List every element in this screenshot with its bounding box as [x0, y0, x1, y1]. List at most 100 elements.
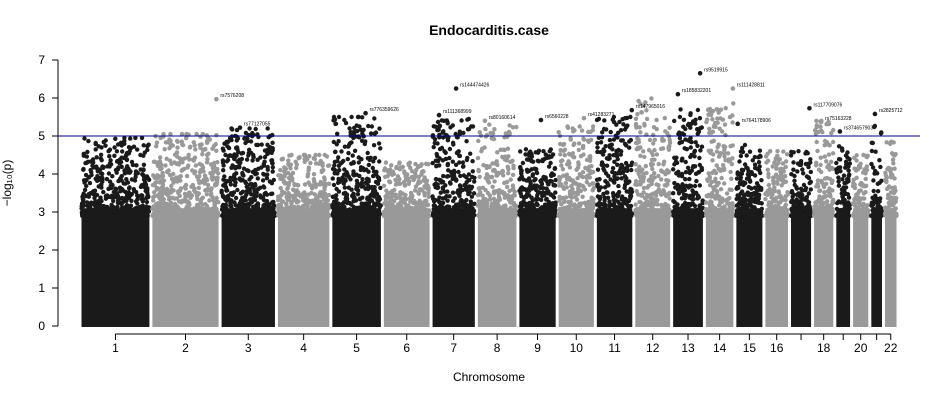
- snp-point: [372, 193, 377, 198]
- snp-point: [249, 197, 254, 202]
- snp-point: [262, 185, 267, 190]
- snp-point: [563, 180, 569, 186]
- snp-point: [398, 200, 403, 205]
- snp-point: [168, 200, 174, 205]
- snp-point: [133, 169, 139, 174]
- snp-point: [200, 152, 205, 157]
- x-tick-label: 12: [646, 341, 660, 355]
- snp-point: [258, 195, 263, 200]
- x-tick-label: 13: [681, 341, 695, 355]
- snp-point: [150, 182, 156, 188]
- snp-point: [247, 126, 252, 131]
- y-tick-label: 2: [38, 243, 45, 257]
- snp-point: [398, 190, 403, 195]
- snp-point: [82, 180, 87, 185]
- snp-point: [167, 172, 173, 178]
- snp-point: [170, 195, 175, 200]
- snp-point: [635, 136, 640, 141]
- snp-point: [322, 177, 327, 182]
- snp-point: [352, 148, 358, 153]
- snp-point: [156, 160, 161, 165]
- snp-point: [111, 198, 116, 204]
- snp-point: [122, 141, 127, 146]
- snp-point: [204, 203, 210, 209]
- snp-point: [346, 174, 352, 179]
- snp-point: [508, 198, 514, 203]
- snp-point: [216, 171, 221, 176]
- snp-point: [482, 204, 487, 209]
- snp-point: [84, 160, 89, 165]
- snp-point: [365, 156, 371, 161]
- snp-point: [310, 213, 315, 218]
- snp-point: [366, 186, 371, 192]
- snp-point: [443, 150, 448, 155]
- snp-point: [180, 142, 186, 148]
- x-tick-label: 11: [608, 341, 621, 355]
- snp-point: [392, 213, 398, 218]
- snp-point: [553, 177, 558, 183]
- snp-point: [420, 212, 425, 218]
- y-tick-label: 6: [38, 91, 45, 105]
- snp-point: [638, 130, 643, 135]
- snp-point: [331, 203, 337, 208]
- snp-point: [511, 202, 516, 207]
- snp-point: [115, 193, 120, 198]
- snp-point: [376, 175, 382, 181]
- snp-point: [633, 202, 638, 207]
- snp-point: [114, 149, 120, 154]
- snp-point: [93, 147, 98, 152]
- snp-point: [106, 149, 111, 154]
- snp-point: [523, 147, 529, 152]
- snp-point: [122, 171, 128, 176]
- snp-point: [600, 130, 605, 135]
- snp-point: [388, 200, 393, 206]
- snp-point: [446, 168, 451, 173]
- snp-point: [557, 198, 562, 203]
- x-tick-label: 2: [182, 341, 189, 355]
- snp-point: [269, 158, 274, 163]
- snp-point: [383, 160, 389, 165]
- snp-point: [295, 192, 301, 197]
- snp-point: [289, 200, 294, 205]
- snp-point: [604, 190, 609, 195]
- snp-point: [336, 114, 342, 120]
- snp-point: [624, 165, 630, 170]
- snp-point: [588, 129, 593, 134]
- snp-point: [120, 206, 125, 212]
- snp-point: [500, 147, 506, 152]
- snp-point: [568, 199, 573, 204]
- snp-point: [408, 194, 414, 199]
- snp-point: [229, 165, 234, 170]
- snp-point: [213, 181, 218, 187]
- dense-points: [519, 208, 556, 327]
- snp-point: [608, 129, 613, 135]
- snp-point: [439, 118, 444, 123]
- snp-point: [445, 174, 451, 179]
- snp-point: [162, 147, 167, 152]
- snp-point: [276, 206, 282, 211]
- snp-point: [313, 152, 318, 158]
- snp-point: [407, 160, 412, 165]
- snp-point: [265, 151, 270, 157]
- snp-point: [544, 196, 549, 202]
- snp-point: [558, 141, 563, 147]
- snp-point: [269, 150, 274, 155]
- snp-point: [598, 201, 604, 207]
- snp-point: [520, 160, 526, 166]
- snp-point: [305, 204, 310, 210]
- snp-point: [214, 198, 219, 203]
- snp-point: [98, 195, 103, 200]
- snp-point: [125, 213, 131, 218]
- snp-point: [492, 168, 497, 174]
- snp-point: [235, 187, 240, 193]
- snp-point: [365, 150, 370, 156]
- snp-point: [465, 155, 470, 161]
- snp-point: [447, 146, 453, 152]
- snp-point: [163, 163, 168, 168]
- chromosome-2-points: [150, 131, 221, 327]
- snp-point: [81, 151, 87, 156]
- snp-point: [209, 207, 214, 212]
- snp-point: [294, 165, 299, 171]
- snp-point: [144, 204, 149, 209]
- snp-point: [647, 137, 653, 143]
